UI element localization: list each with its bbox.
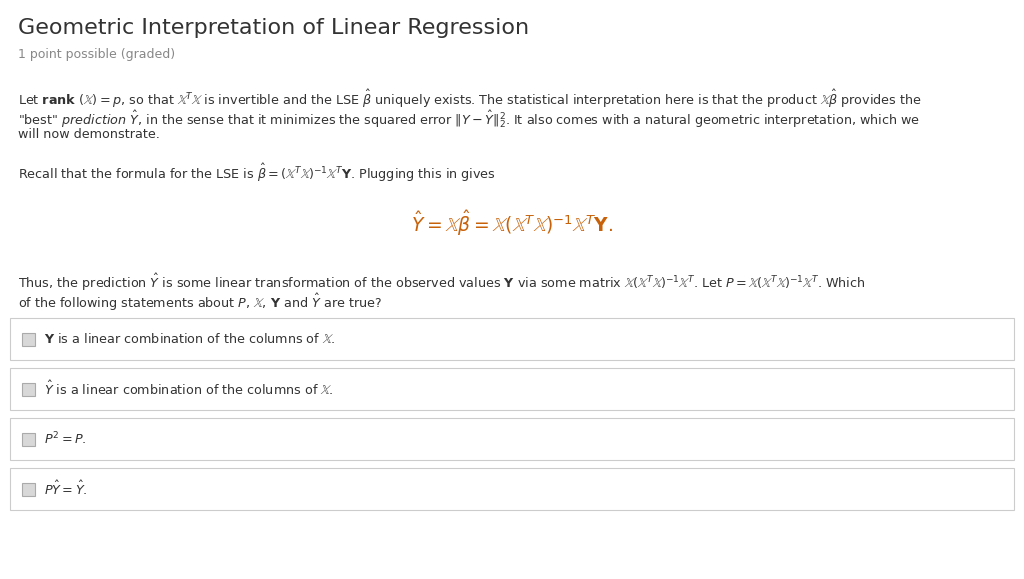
Text: 1 point possible (graded): 1 point possible (graded): [18, 48, 175, 61]
Bar: [22, 482, 35, 496]
Bar: [10, 418, 1014, 460]
Bar: [10, 368, 1014, 410]
Text: Geometric Interpretation of Linear Regression: Geometric Interpretation of Linear Regre…: [18, 18, 529, 38]
Text: Let $\mathbf{rank}\ (\mathbb{X}) = p$, so that $\mathbb{X}^T\mathbb{X}$ is inver: Let $\mathbf{rank}\ (\mathbb{X}) = p$, s…: [18, 88, 922, 110]
Bar: [22, 332, 35, 346]
Bar: [22, 433, 35, 445]
Text: $\hat{Y} = \mathbb{X}\hat{\beta} = \mathbb{X}(\mathbb{X}^T\mathbb{X})^{-1}\mathb: $\hat{Y} = \mathbb{X}\hat{\beta} = \math…: [411, 208, 613, 238]
Text: $P\hat{Y} = \hat{Y}$.: $P\hat{Y} = \hat{Y}$.: [44, 480, 88, 498]
Bar: [10, 318, 1014, 360]
Text: $\hat{Y}$ is a linear combination of the columns of $\mathbb{X}$.: $\hat{Y}$ is a linear combination of the…: [44, 380, 334, 398]
Text: $\mathbf{Y}$ is a linear combination of the columns of $\mathbb{X}$.: $\mathbf{Y}$ is a linear combination of …: [44, 332, 335, 346]
Text: of the following statements about $P$, $\mathbb{X}$, $\mathbf{Y}$ and $\hat{Y}$ : of the following statements about $P$, $…: [18, 292, 382, 313]
Text: will now demonstrate.: will now demonstrate.: [18, 128, 160, 141]
Text: Thus, the prediction $\hat{Y}$ is some linear transformation of the observed val: Thus, the prediction $\hat{Y}$ is some l…: [18, 272, 865, 293]
Text: Recall that the formula for the LSE is $\hat{\beta} = (\mathbb{X}^T\mathbb{X})^{: Recall that the formula for the LSE is $…: [18, 162, 496, 184]
Bar: [22, 383, 35, 395]
Text: "best" $\mathit{prediction}\ \hat{Y}$, in the sense that it minimizes the square: "best" $\mathit{prediction}\ \hat{Y}$, i…: [18, 108, 921, 130]
Bar: [10, 468, 1014, 510]
Text: $P^2 = P$.: $P^2 = P$.: [44, 431, 87, 448]
